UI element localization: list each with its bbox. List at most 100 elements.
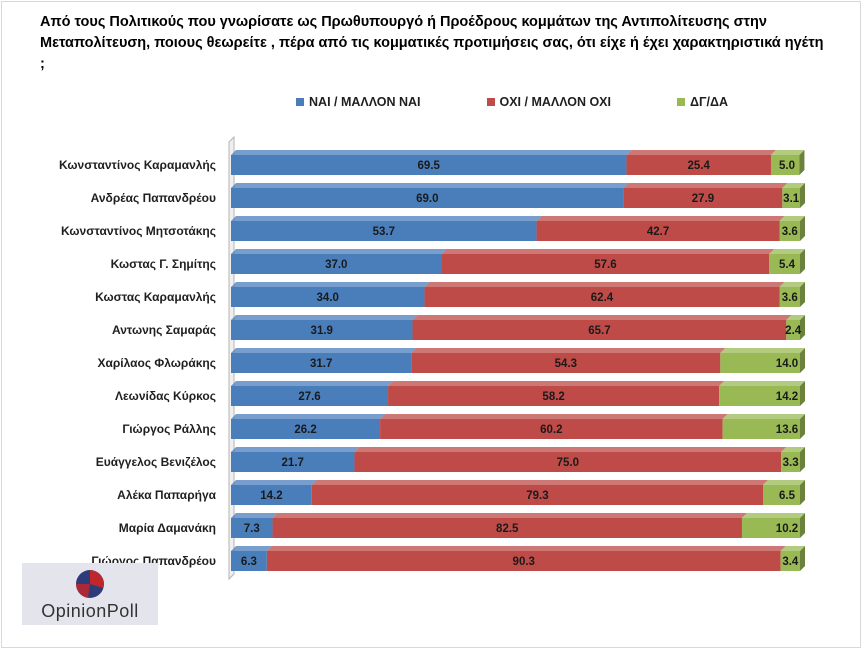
bar-top-face [266,546,786,551]
data-label: 14.2 [776,391,798,403]
bar-segment [231,320,413,340]
bar-side-face [800,249,805,274]
bar-segment [763,485,800,505]
bar-side-face [800,216,805,241]
bar-segment [781,452,800,472]
data-label: 58.2 [542,391,564,403]
legend-label-yes: ΝΑΙ / ΜΑΛΛΟΝ ΝΑΙ [309,95,421,109]
legend-label-dk: ΔΓ/ΔΑ [690,95,728,109]
category-label: Αντωνης Σαμαράς [112,323,216,337]
bar-top-face [424,282,785,287]
data-label: 57.6 [594,259,616,271]
data-label: 6.5 [779,490,796,502]
data-label: 82.5 [496,523,519,535]
bar-top-face [411,348,726,353]
bar-segment [626,155,771,175]
bar-segment [231,287,425,307]
data-label: 90.3 [513,556,535,568]
legend-item-no: ΟΧΙ / ΜΑΛΛΟΝ ΟΧΙ [486,95,611,109]
bar-segment [786,320,800,340]
bar-segment [231,452,355,472]
data-label: 25.4 [688,160,711,172]
bar-segment [231,254,442,274]
category-label: Ευάγγελος Βενιζέλος [96,455,216,469]
category-label: Λεωνίδας Κύρκος [115,389,216,403]
logo-text: OpinionPoll [41,601,139,621]
bar-top-face [231,414,386,419]
bar-side-face [800,414,805,439]
data-label: 69.0 [416,193,438,205]
bar-segment [231,485,312,505]
data-label: 37.0 [325,259,347,271]
bar-top-face [763,480,805,485]
data-label: 34.0 [317,292,339,304]
bar-segment [388,386,720,406]
legend: ΝΑΙ / ΜΑΛΛΟΝ ΝΑΙ ΟΧΙ / ΜΑΛΛΟΝ ΟΧΙ ΔΓ/ΔΑ [0,95,864,109]
data-label: 31.9 [311,325,333,337]
bar-segment [354,452,782,472]
data-label: 3.4 [782,556,799,568]
data-label: 69.5 [418,160,441,172]
bar-side-face [799,150,805,175]
category-label: Χαρίλαος Φλωράκης [97,356,216,370]
bar-top-face [786,315,805,320]
data-label: 42.7 [647,226,669,238]
bar-top-face [769,249,805,254]
category-label: Ανδρέας Παπανδρέου [91,191,216,205]
bar-segment [780,551,800,571]
bar-top-face [719,381,805,386]
data-label: 14.0 [776,358,798,370]
bar-top-face [354,447,787,452]
bar-side-face [800,447,805,472]
bar-segment [231,353,412,373]
bar-side-face [800,282,805,307]
legend-item-dk: ΔΓ/ΔΑ [677,95,728,109]
data-label: 6.3 [241,556,257,568]
category-label: Κωνσταντίνος Καραμανλής [59,158,216,172]
bar-segment [720,353,800,373]
bar-segment [231,221,537,241]
bar-top-face [720,348,805,353]
bar-top-face [380,414,728,419]
bar-top-face [231,183,629,188]
logo-circle-icon [75,570,104,598]
bar-segment [231,419,381,439]
data-label: 7.3 [244,523,260,535]
data-label: 10.2 [776,523,798,535]
category-label: Κωστας Γ. Σημίτης [111,257,216,271]
data-label: 5.4 [779,259,796,271]
bar-side-face [800,513,805,538]
category-label: Κωστας Καραμανλής [95,290,216,304]
bar-segment [380,419,723,439]
bar-segment [424,287,780,307]
bar-segment [272,518,742,538]
data-label: 5.0 [779,160,795,172]
data-label: 14.2 [260,490,282,502]
bar-top-face [536,216,785,221]
data-label: 27.6 [298,391,320,403]
bar-segment [231,155,627,175]
bar-segment [266,551,781,571]
data-label: 79.3 [526,490,548,502]
data-label: 13.6 [776,424,798,436]
bar-side-face [800,381,805,406]
bar-side-face [800,315,805,340]
bar-top-face [231,447,360,452]
bar-segment [311,485,764,505]
data-label: 21.7 [282,457,304,469]
bar-top-face [782,183,805,188]
data-label: 75.0 [557,457,579,469]
bar-top-face [231,249,447,254]
bar-top-face [623,183,788,188]
bar-top-face [780,546,805,551]
data-label: 53.7 [373,226,395,238]
bar-segment [411,353,721,373]
data-label: 3.1 [783,193,800,205]
bar-top-face [388,381,725,386]
bar-segment [770,155,800,175]
bar-top-face [779,216,805,221]
bar-segment [231,518,273,538]
bar-segment [719,386,800,406]
